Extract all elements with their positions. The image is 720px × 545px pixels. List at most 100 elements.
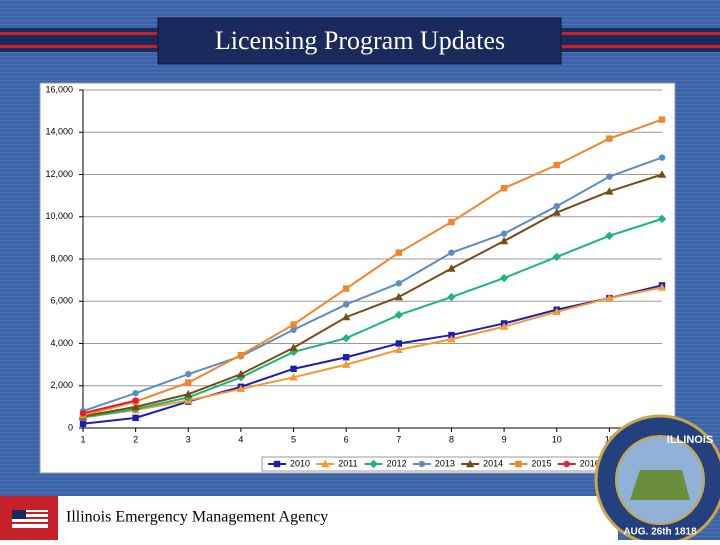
y-tick-label: 10,000 [45, 211, 73, 221]
legend-label: 2016 [580, 458, 600, 468]
data-point [342, 354, 350, 361]
y-tick-label: 0 [68, 422, 73, 432]
data-point [185, 379, 192, 386]
data-point [290, 321, 297, 328]
x-tick-label: 7 [396, 434, 401, 444]
data-point [553, 161, 560, 169]
data-point [290, 326, 297, 333]
series-line [82, 173, 663, 418]
x-tick-label: 10 [552, 434, 562, 444]
data-point [500, 185, 508, 192]
data-point [448, 218, 455, 226]
data-point [236, 369, 246, 378]
y-tick-label: 14,000 [45, 127, 73, 137]
legend-label: 2011 [338, 458, 357, 468]
data-point [79, 410, 87, 417]
data-point [447, 335, 456, 343]
legend-label: 2014 [483, 458, 503, 468]
data-point [552, 208, 561, 216]
data-point [394, 310, 404, 320]
data-point [184, 390, 193, 398]
x-tick-label: 3 [186, 434, 191, 444]
data-point [499, 322, 509, 330]
legend-marker [515, 460, 522, 468]
data-point [341, 312, 351, 321]
data-point [395, 249, 403, 256]
legend-label: 2012 [387, 458, 407, 468]
seal-bottom: AUG. 26th 1818 [623, 527, 697, 538]
x-tick-label: 8 [449, 434, 454, 444]
y-tick-label: 4,000 [50, 338, 73, 348]
series-line [82, 217, 663, 419]
data-point [237, 351, 245, 359]
data-point [552, 252, 561, 262]
footer-band [58, 496, 618, 540]
legend-marker [563, 460, 570, 468]
x-tick-label: 9 [502, 434, 507, 444]
data-point [132, 397, 139, 404]
data-point [500, 230, 508, 237]
data-point [447, 292, 456, 302]
data-point [132, 389, 139, 397]
y-tick-label: 6,000 [50, 296, 73, 306]
data-point [605, 187, 614, 195]
data-point [657, 170, 667, 178]
legend-marker [418, 460, 426, 468]
y-tick-label: 8,000 [50, 253, 73, 263]
series-line [82, 286, 663, 419]
data-point [658, 154, 666, 161]
x-tick-label: 5 [291, 434, 296, 444]
data-point [341, 360, 351, 368]
data-point [395, 340, 403, 347]
data-point [236, 384, 246, 393]
data-point [341, 334, 351, 343]
data-point [289, 343, 298, 351]
data-point [394, 292, 404, 301]
y-tick-label: 12,000 [45, 169, 73, 179]
data-point [553, 202, 560, 210]
x-tick-label: 6 [344, 434, 349, 444]
data-point [605, 293, 614, 302]
series-line [82, 284, 663, 425]
data-point [606, 135, 613, 142]
data-point [499, 236, 509, 245]
footer-text: Illinois Emergency Management Agency [66, 509, 328, 526]
x-tick-label: 2 [133, 434, 138, 444]
data-point [289, 373, 298, 381]
legend-label: 2015 [531, 458, 551, 468]
data-point [342, 285, 350, 292]
data-point [657, 283, 667, 291]
chart-area [39, 82, 676, 474]
y-tick-label: 16,000 [45, 84, 73, 94]
legend-label: 2010 [290, 458, 310, 468]
title-box [157, 17, 562, 65]
series-line [82, 399, 136, 415]
data-point [132, 414, 139, 422]
legend-label: 2013 [435, 458, 455, 468]
slide-title: Licensing Program Updates [215, 26, 505, 55]
seal: ILLINOIS AUG. 26th 1818 [594, 414, 720, 545]
y-tick-label: 2,000 [50, 380, 73, 390]
data-point [605, 231, 614, 240]
data-point [395, 280, 403, 287]
data-point [79, 420, 87, 427]
flag-icon [12, 510, 48, 528]
data-point [185, 370, 192, 378]
data-point [657, 214, 667, 224]
legend-marker [321, 459, 330, 468]
data-point [131, 402, 140, 411]
series-line [82, 156, 663, 413]
data-point [290, 365, 297, 373]
data-point [658, 116, 666, 123]
series-line [82, 118, 663, 417]
legend-marker [369, 459, 378, 469]
legend-marker [465, 459, 475, 468]
legend-marker [273, 460, 281, 468]
seal-top: ILLINOIS [667, 434, 713, 446]
data-point [606, 173, 613, 180]
data-point [394, 345, 404, 354]
data-point [499, 273, 509, 283]
x-tick-label: 4 [238, 434, 243, 444]
data-point [342, 301, 350, 308]
